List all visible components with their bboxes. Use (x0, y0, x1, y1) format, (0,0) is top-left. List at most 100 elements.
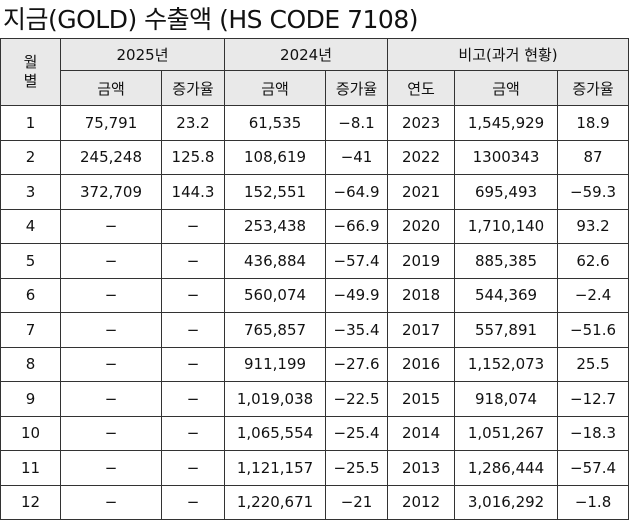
past-year-cell: 2023 (387, 105, 456, 141)
amount-2025-cell: 245,248 (60, 139, 162, 175)
table-row: 2 245,248 125.8 108,619 −41 2022 1300343… (0, 139, 630, 175)
growth-2025-cell: − (160, 450, 226, 486)
past-growth-cell: −1.8 (557, 484, 630, 520)
past-amount-cell: 1,152,073 (454, 346, 559, 382)
amount-2024-cell: 436,884 (224, 243, 327, 279)
growth-2025-cell: − (160, 415, 226, 451)
past-year-cell: 2021 (387, 174, 456, 210)
past-growth-cell: 62.6 (557, 243, 630, 279)
growth-2024-cell: −8.1 (325, 105, 389, 141)
growth-2025-cell: 23.2 (160, 105, 226, 141)
table-row: 8 − − 911,199 −27.6 2016 1,152,073 25.5 (0, 346, 630, 382)
amount-2025-cell: − (60, 346, 162, 382)
month-cell: 8 (0, 346, 61, 382)
growth-2025-cell: − (160, 346, 226, 382)
month-cell: 9 (0, 381, 61, 417)
past-year-cell: 2013 (387, 450, 456, 486)
growth-2025-cell: 144.3 (160, 174, 226, 210)
header-2025-amount: 금액 (60, 70, 162, 106)
amount-2024-cell: 1,220,671 (224, 484, 327, 520)
past-growth-cell: 18.9 (557, 105, 630, 141)
growth-2025-cell: − (160, 484, 226, 520)
table-row: 4 − − 253,438 −66.9 2020 1,710,140 93.2 (0, 208, 630, 244)
month-cell: 4 (0, 208, 61, 244)
past-growth-cell: −51.6 (557, 312, 630, 348)
growth-2024-cell: −27.6 (325, 346, 389, 382)
growth-2024-cell: −35.4 (325, 312, 389, 348)
table-row: 3 372,709 144.3 152,551 −64.9 2021 695,4… (0, 174, 630, 210)
past-year-cell: 2015 (387, 381, 456, 417)
past-growth-cell: 25.5 (557, 346, 630, 382)
header-past: 비고(과거 현황) (387, 38, 630, 71)
past-year-cell: 2016 (387, 346, 456, 382)
table-row: 6 − − 560,074 −49.9 2018 544,369 −2.4 (0, 277, 630, 313)
past-amount-cell: 1,545,929 (454, 105, 559, 141)
amount-2025-cell: − (60, 208, 162, 244)
month-cell: 1 (0, 105, 61, 141)
header-past-year: 연도 (387, 70, 456, 106)
growth-2024-cell: −66.9 (325, 208, 389, 244)
header-past-amount: 금액 (454, 70, 559, 106)
header-past-growth: 증가율 (557, 70, 630, 106)
past-amount-cell: 1,051,267 (454, 415, 559, 451)
growth-2024-cell: −22.5 (325, 381, 389, 417)
amount-2024-cell: 911,199 (224, 346, 327, 382)
growth-2024-cell: −57.4 (325, 243, 389, 279)
header-2024: 2024년 (224, 38, 389, 71)
month-cell: 5 (0, 243, 61, 279)
growth-2025-cell: − (160, 277, 226, 313)
month-cell: 2 (0, 139, 61, 175)
growth-2024-cell: −21 (325, 484, 389, 520)
month-cell: 10 (0, 415, 61, 451)
header-2025-growth: 증가율 (160, 70, 226, 106)
past-growth-cell: −59.3 (557, 174, 630, 210)
month-cell: 11 (0, 450, 61, 486)
growth-2024-cell: −25.5 (325, 450, 389, 486)
past-growth-cell: 87 (557, 139, 630, 175)
growth-2024-cell: −49.9 (325, 277, 389, 313)
past-growth-cell: −18.3 (557, 415, 630, 451)
past-year-cell: 2012 (387, 484, 456, 520)
table-row: 12 − − 1,220,671 −21 2012 3,016,292 −1.8 (0, 484, 630, 520)
past-year-cell: 2014 (387, 415, 456, 451)
page-title: 지금(GOLD) 수출액 (HS CODE 7108) (3, 5, 419, 34)
amount-2025-cell: 372,709 (60, 174, 162, 210)
growth-2025-cell: 125.8 (160, 139, 226, 175)
past-growth-cell: −2.4 (557, 277, 630, 313)
amount-2024-cell: 765,857 (224, 312, 327, 348)
growth-2025-cell: − (160, 381, 226, 417)
table-row: 9 − − 1,019,038 −22.5 2015 918,074 −12.7 (0, 381, 630, 417)
header-2024-growth: 증가율 (325, 70, 389, 106)
past-amount-cell: 1,710,140 (454, 208, 559, 244)
growth-2025-cell: − (160, 208, 226, 244)
amount-2024-cell: 1,065,554 (224, 415, 327, 451)
month-header-line2: 별 (23, 72, 38, 90)
growth-2024-cell: −25.4 (325, 415, 389, 451)
amount-2024-cell: 61,535 (224, 105, 327, 141)
past-growth-cell: −12.7 (557, 381, 630, 417)
amount-2025-cell: − (60, 450, 162, 486)
past-amount-cell: 544,369 (454, 277, 559, 313)
amount-2025-cell: − (60, 381, 162, 417)
amount-2025-cell: 75,791 (60, 105, 162, 141)
month-cell: 3 (0, 174, 61, 210)
amount-2024-cell: 253,438 (224, 208, 327, 244)
month-cell: 12 (0, 484, 61, 520)
header-2025: 2025년 (59, 38, 226, 71)
gold-export-table: 월 별 2025년 2024년 비고(과거 현황) 금액 증가율 금액 증가율 … (0, 38, 630, 520)
month-header-line1: 월 (23, 53, 38, 71)
growth-2025-cell: − (160, 243, 226, 279)
past-amount-cell: 1300343 (454, 139, 559, 175)
amount-2025-cell: − (60, 243, 162, 279)
header-2024-amount: 금액 (224, 70, 327, 106)
month-cell: 6 (0, 277, 61, 313)
past-year-cell: 2018 (387, 277, 456, 313)
past-amount-cell: 695,493 (454, 174, 559, 210)
past-growth-cell: 93.2 (557, 208, 630, 244)
past-amount-cell: 3,016,292 (454, 484, 559, 520)
table-row: 10 − − 1,065,554 −25.4 2014 1,051,267 −1… (0, 415, 630, 451)
table-row: 5 − − 436,884 −57.4 2019 885,385 62.6 (0, 243, 630, 279)
past-year-cell: 2017 (387, 312, 456, 348)
past-year-cell: 2022 (387, 139, 456, 175)
month-header: 월 별 (0, 38, 61, 106)
